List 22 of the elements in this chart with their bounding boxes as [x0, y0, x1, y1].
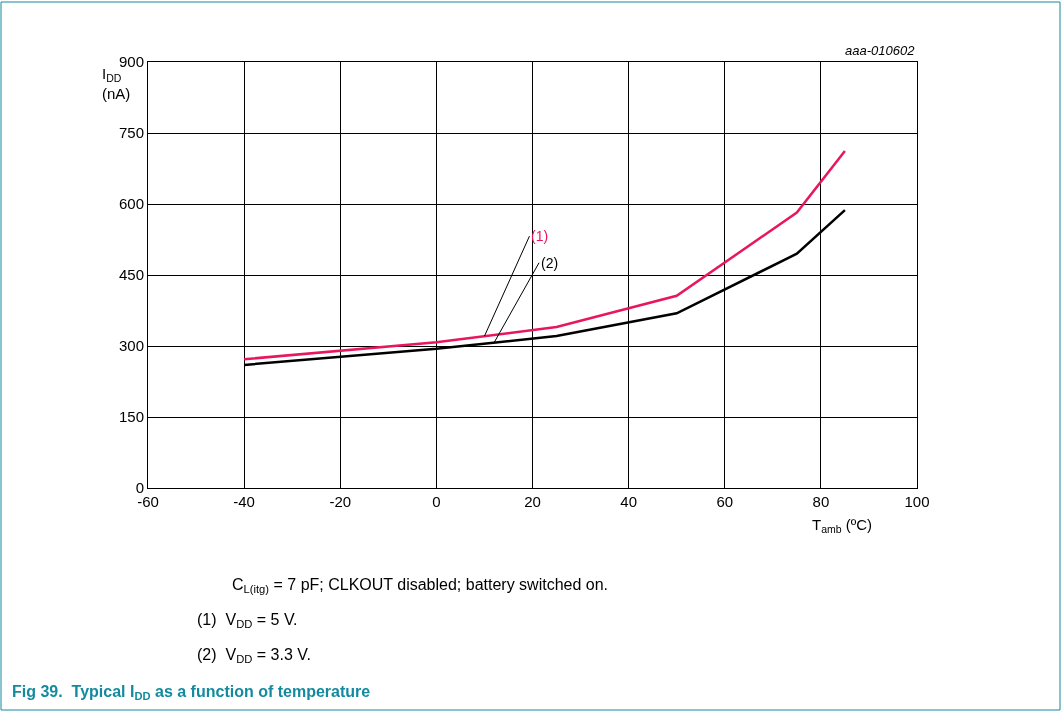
- text: C$_{L(itg)}$ = 7 pF; CLKOUT disabled; battery switched on.: [232, 576, 609, 596]
- y-tick-label: 900: [118, 53, 144, 71]
- x-tick-label: 80: [812, 493, 830, 510]
- x-tick-label: 100: [904, 493, 930, 510]
- text: (2): [541, 255, 559, 271]
- y-tick-label: 750: [118, 124, 144, 142]
- line-series: [242, 149, 847, 361]
- text: (2) V$_{DD}$ = 3.3 V.: [197, 646, 311, 666]
- x-tick-label: 40: [620, 493, 637, 510]
- y-tick-label: 450: [118, 266, 144, 284]
- y-tick-label: 600: [118, 195, 144, 213]
- x-tick-label: -20: [329, 493, 352, 510]
- x-axis-title: T$_{amb}$ (ºC): [812, 516, 873, 536]
- x-tick-label: -40: [233, 493, 255, 510]
- text: Fig 39. Typical I$_{DD}$ as a function of temperature: [12, 683, 371, 703]
- text: aaa-010602: [845, 43, 916, 58]
- x-tick-label: 20: [524, 493, 541, 510]
- x-tick-label: 0: [432, 493, 441, 510]
- x-tick-label: 60: [716, 493, 734, 510]
- text: (1) V$_{DD}$ = 5 V.: [197, 611, 298, 631]
- y-tick-label: 300: [118, 337, 144, 355]
- y-tick-label: 150: [118, 408, 144, 426]
